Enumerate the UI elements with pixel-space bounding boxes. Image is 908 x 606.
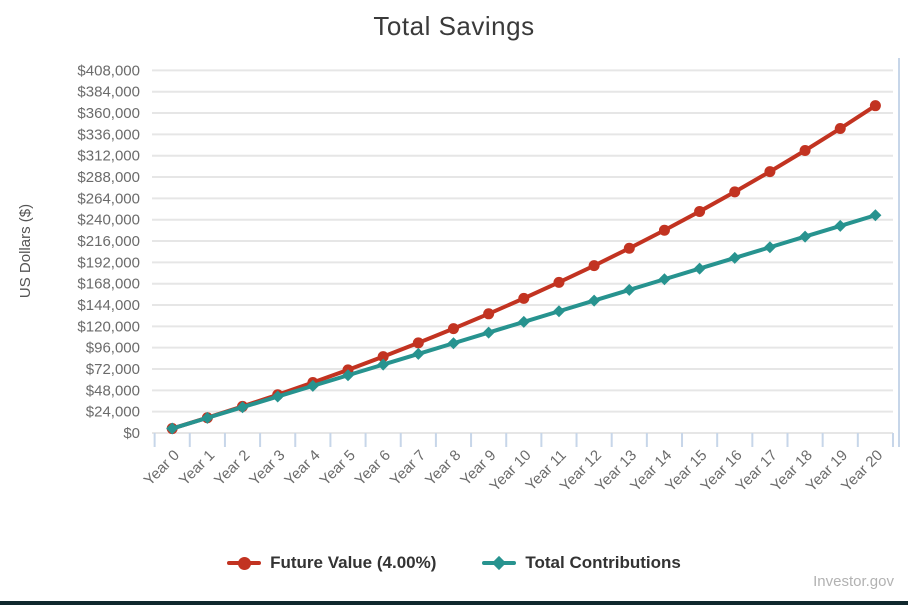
y-tick-label: $240,000 bbox=[77, 212, 140, 229]
y-tick-label: $288,000 bbox=[77, 169, 140, 186]
x-tick-label: Year 5 bbox=[317, 447, 359, 489]
data-point-marker bbox=[658, 273, 671, 286]
data-point-marker bbox=[518, 292, 530, 304]
data-point-marker bbox=[763, 241, 776, 254]
data-point-marker bbox=[412, 347, 425, 360]
x-tick-label: Year 7 bbox=[387, 447, 429, 489]
diamond-marker-icon bbox=[492, 555, 507, 571]
x-tick-label: Year 4 bbox=[281, 447, 323, 489]
y-tick-label: $24,000 bbox=[86, 404, 140, 421]
y-tick-label: $384,000 bbox=[77, 84, 140, 101]
data-point-marker bbox=[552, 305, 565, 318]
circle-marker-icon bbox=[237, 556, 251, 570]
legend-label-total-contributions: Total Contributions bbox=[525, 553, 681, 572]
y-tick-label: $192,000 bbox=[77, 254, 140, 271]
data-point-marker bbox=[342, 369, 354, 382]
x-tick-label: Year 3 bbox=[246, 447, 288, 489]
data-point-marker bbox=[447, 323, 459, 335]
x-tick-label: Year 8 bbox=[422, 447, 464, 489]
data-point-marker bbox=[306, 379, 319, 392]
data-point-marker bbox=[236, 401, 249, 414]
y-tick-label: $264,000 bbox=[77, 190, 140, 207]
future-value-line bbox=[171, 104, 877, 431]
data-point-marker bbox=[588, 260, 600, 272]
investor-gov-watermark: Investor.gov bbox=[813, 573, 894, 590]
data-point-marker bbox=[553, 276, 565, 288]
data-point-marker bbox=[869, 209, 882, 222]
y-tick-label: $48,000 bbox=[86, 382, 140, 399]
data-point-marker bbox=[799, 144, 811, 156]
data-point-marker bbox=[623, 283, 636, 296]
data-point-marker bbox=[693, 262, 706, 275]
data-point-marker bbox=[728, 251, 741, 264]
data-point-marker bbox=[377, 351, 389, 363]
x-tick-label: Year 2 bbox=[211, 447, 253, 489]
y-tick-label: $144,000 bbox=[77, 297, 140, 314]
y-axis-title: US Dollars ($) bbox=[17, 204, 34, 298]
data-point-marker bbox=[799, 230, 812, 243]
data-point-marker bbox=[834, 219, 847, 232]
data-point-marker bbox=[377, 358, 390, 371]
y-tick-label: $360,000 bbox=[77, 105, 140, 122]
legend-item-total-contributions[interactable]: Total Contributions bbox=[482, 553, 681, 573]
future-value-marker-icon bbox=[227, 555, 262, 571]
data-point-marker bbox=[694, 205, 706, 217]
data-point-marker bbox=[271, 390, 284, 403]
y-tick-label: $120,000 bbox=[77, 318, 140, 335]
data-point-marker bbox=[482, 326, 495, 339]
y-tick-label: $408,000 bbox=[77, 62, 140, 79]
data-point-marker bbox=[764, 166, 776, 178]
y-tick-label: $0 bbox=[123, 425, 140, 442]
footer-bar bbox=[0, 601, 908, 605]
data-point-marker bbox=[729, 186, 741, 198]
y-tick-label: $168,000 bbox=[77, 276, 140, 293]
data-point-marker bbox=[517, 315, 530, 328]
data-point-marker bbox=[447, 337, 460, 350]
y-tick-label: $96,000 bbox=[86, 340, 140, 357]
data-point-marker bbox=[623, 242, 635, 254]
data-point-marker bbox=[658, 224, 670, 236]
total-contributions-marker-icon bbox=[482, 555, 517, 571]
y-tick-label: $336,000 bbox=[77, 126, 140, 143]
data-point-marker bbox=[483, 308, 495, 320]
chart-svg: $0 $24,000 $48,000 $72,000 $96,000 $120,000 $1… bbox=[17, 58, 900, 495]
chart-title: Total Savings bbox=[373, 11, 535, 41]
data-point-marker bbox=[166, 422, 179, 435]
data-point-marker bbox=[869, 100, 881, 112]
data-point-marker bbox=[834, 123, 846, 135]
data-point-marker bbox=[588, 294, 601, 307]
y-tick-label: $312,000 bbox=[77, 148, 140, 165]
legend-label-future-value: Future Value (4.00%) bbox=[270, 553, 437, 572]
data-point-marker bbox=[201, 411, 214, 424]
data-point-marker bbox=[412, 337, 424, 349]
legend: Future Value (4.00%) Total Contributions bbox=[0, 553, 908, 573]
x-tick-label: Year 0 bbox=[141, 447, 183, 489]
x-tick-label: Year 6 bbox=[352, 447, 394, 489]
legend-item-future-value[interactable]: Future Value (4.00%) bbox=[227, 553, 436, 573]
y-tick-label: $216,000 bbox=[77, 233, 140, 250]
y-tick-label: $72,000 bbox=[86, 361, 140, 378]
x-tick-label: Year 1 bbox=[176, 447, 218, 489]
